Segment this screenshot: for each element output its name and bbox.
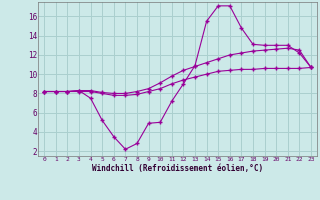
X-axis label: Windchill (Refroidissement éolien,°C): Windchill (Refroidissement éolien,°C) <box>92 164 263 173</box>
